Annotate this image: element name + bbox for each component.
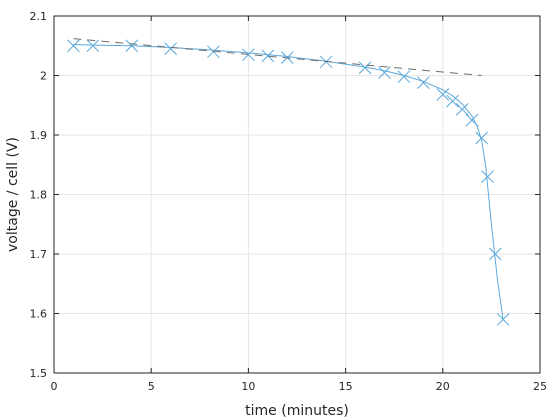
x-tick-label: 20 bbox=[436, 380, 450, 393]
data-point-marker bbox=[67, 39, 80, 53]
y-tick-label: 1.7 bbox=[30, 248, 48, 261]
data-point-marker bbox=[86, 39, 100, 53]
data-point-marker bbox=[475, 131, 489, 145]
x-tick-label: 15 bbox=[339, 380, 353, 393]
y-tick-label: 2.1 bbox=[30, 10, 48, 23]
data-point-marker bbox=[481, 170, 494, 184]
data-point-marker bbox=[446, 94, 459, 108]
data-point-marker bbox=[164, 42, 177, 56]
data-point-marker bbox=[488, 247, 502, 261]
y-axis-label: voltage / cell (V) bbox=[5, 137, 21, 252]
data-point-marker bbox=[358, 61, 372, 75]
data-point-marker bbox=[455, 103, 469, 116]
y-tick-label: 1.8 bbox=[30, 189, 48, 202]
data-point-marker bbox=[261, 49, 275, 63]
y-tick-label: 1.9 bbox=[30, 129, 48, 142]
y-tick-label: 1.6 bbox=[30, 308, 48, 321]
data-point-marker bbox=[417, 76, 430, 89]
x-tick-label: 5 bbox=[148, 380, 155, 393]
ticks: 0 5 10 15 20 25 1.5 1.6 1.7 1.8 1.9 2 2.1 bbox=[30, 10, 548, 393]
x-tick-label: 25 bbox=[533, 380, 547, 393]
data-point-marker bbox=[436, 88, 450, 101]
y-tick-label: 1.5 bbox=[30, 367, 48, 380]
data-point-marker bbox=[378, 66, 391, 79]
grid bbox=[53, 15, 541, 374]
x-axis-label: time (minutes) bbox=[245, 403, 349, 419]
series-layer bbox=[67, 38, 510, 326]
x-tick-label: 10 bbox=[241, 380, 255, 393]
fit-curve-line bbox=[73, 44, 504, 320]
x-tick-label: 0 bbox=[51, 380, 58, 393]
data-point-marker bbox=[397, 70, 411, 84]
y-tick-label: 2 bbox=[40, 70, 47, 83]
linear-fit-line bbox=[73, 38, 482, 76]
